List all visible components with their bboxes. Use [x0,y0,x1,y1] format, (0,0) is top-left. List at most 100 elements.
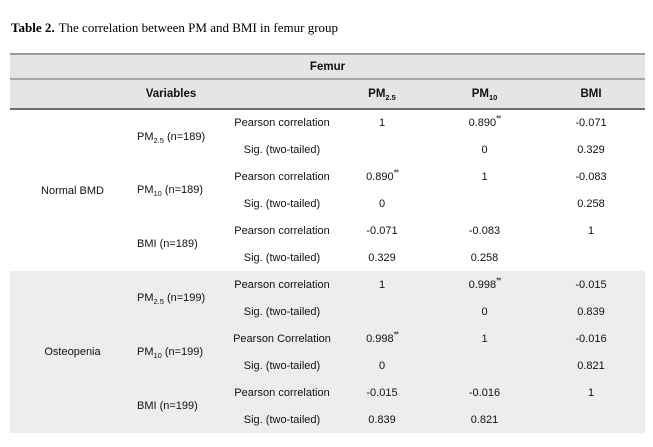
significance-marker: ** [496,114,501,124]
stat-cell: Pearson correlation [232,379,332,406]
variable-sub: 2.5 [153,135,164,145]
value: 0 [378,359,386,372]
variable-base: PM [137,346,154,358]
value: 0.821 [470,413,499,426]
value: -0.083 [468,224,501,237]
value-cell: 0.839 [332,406,432,433]
variable-base: BMI [137,238,157,250]
value: -0.071 [366,224,398,237]
variable-cell-bmi-n199: BMI (n=199) [135,379,232,433]
value-cell: 1 [537,379,645,406]
value: 1 [481,332,488,345]
stat-cell: Sig. (two-tailed) [232,298,332,325]
value-cell: 0 [332,352,432,379]
value: 0.329 [577,143,605,156]
header-bmi: BMI [537,79,645,110]
stat-cell: Sig. (two-tailed) [243,197,321,210]
table-row: BMI (n=189) Pearson correlation -0.071 -0… [10,217,645,251]
significance-marker: ** [496,275,501,285]
value-cell: 0.258 [537,190,645,217]
value: -0.083 [575,170,607,183]
stat-cell: Pearson Correlation [232,325,332,352]
value-cell: 0.258 [432,244,537,271]
value: 0.258 [470,251,499,264]
variable-n: (n=199) [159,400,198,412]
table-row: Sig. (two-tailed) 0 0.839 [10,298,645,325]
value-cell: -0.016 [537,325,645,352]
value-cell [332,136,432,163]
value-cell: 0 [432,298,537,325]
value: 0 [481,305,488,318]
variable-base: PM [137,292,154,304]
header-pm10-sub: 10 [488,93,498,102]
table-caption-text: The correlation between PM and BMI in fe… [58,20,339,35]
value-cell: 1 [332,109,432,136]
value: 0.839 [368,413,396,426]
value: 1 [378,117,386,129]
value-cell: 0.998** [432,271,537,298]
variable-cell-pm10-n189: PM10 (n=189) [135,163,232,217]
value: -0.071 [575,117,607,129]
value-cell: -0.015 [332,379,432,406]
stat-cell: Sig. (two-tailed) [243,251,321,264]
value: -0.015 [575,278,607,291]
value: -0.016 [575,332,607,345]
value-cell: 0.821 [432,406,537,433]
stat-cell: Sig. (two-tailed) [232,406,332,433]
value: 1 [587,224,595,237]
value-cell: 1 [332,271,432,298]
value: 0.998 [468,278,497,291]
value-cell: 0.890** [332,163,432,190]
variable-base: PM [137,130,154,143]
value-cell: 0.329 [332,244,432,271]
header-pm25: PM2.5 [332,79,432,110]
stat-cell: Pearson correlation [232,271,332,298]
table-row: Sig. (two-tailed) 0 0.258 [10,190,645,217]
variable-n: (n=189) [159,238,198,250]
value-cell: 0 [432,136,537,163]
value-cell: -0.016 [432,379,537,406]
header-row-femur: Femur [10,53,645,80]
header-row-columns: Variables PM2.5 PM 10 BMI [10,79,645,110]
value-cell [432,352,537,379]
table-row: BMI (n=199) Pearson correlation -0.015 -0… [10,379,645,433]
table-row: Sig. (two-tailed) 0 0.329 [10,136,645,163]
value-cell: 0.998** [332,325,432,352]
value: -0.016 [468,386,501,399]
value-cell [332,298,432,325]
stat-cell: Pearson correlation [234,117,330,129]
stat-cell: Pearson correlation [234,170,330,183]
variable-cell-bmi-n189: BMI (n=189) [135,217,232,271]
value-cell: 0.839 [537,298,645,325]
table-body: Normal BMD PM2.5 (n=189) Pearson correlat… [10,109,645,433]
variable-n: (n=189) [164,184,204,196]
value: -0.015 [366,386,398,399]
header-pm25-sub: 2.5 [385,93,396,102]
header-pm25-base: PM [368,88,386,100]
table-row: Sig. (two-tailed) 0.329 0.258 [10,244,645,271]
value: 1 [587,386,595,399]
value-cell: -0.083 [537,163,645,190]
header-variables: Variables [10,79,332,110]
value: 0.329 [368,251,396,264]
table-row: PM10 (n=189) Pearson correlation 0.890** … [10,163,645,198]
table-header: Femur Variables PM2.5 PM 10 BMI [10,53,645,110]
value: 0.839 [577,305,605,318]
variable-cell-pm25-n199: PM2.5 (n=199) [135,271,232,325]
value-cell: -0.015 [537,271,645,298]
value-cell: 1 [537,217,645,244]
value: 0.821 [577,359,605,372]
stat-cell: Sig. (two-tailed) [232,352,332,379]
table-row: PM10 (n=199) Pearson Correlation 0.998** … [10,325,645,379]
value: 0.890 [366,170,394,183]
value: 0 [378,197,386,210]
value-cell: -0.071 [332,217,432,244]
value-cell: 1 [432,163,537,190]
significance-marker: ** [393,329,399,339]
value: 1 [378,278,386,291]
value: 0.258 [577,197,605,210]
variable-sub: 10 [153,351,162,360]
value: 1 [481,170,488,183]
variable-base: PM [137,184,154,196]
